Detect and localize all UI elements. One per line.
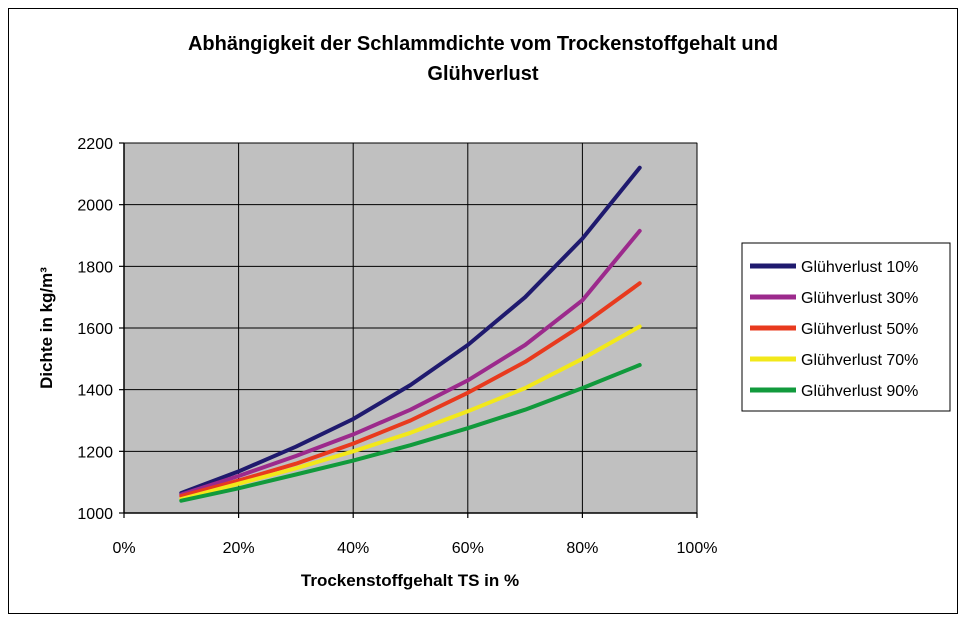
y-tick-label-2: 1400 <box>77 383 113 400</box>
legend-label-2: Glühverlust 50% <box>801 321 918 338</box>
series-line-1 <box>179 228 642 497</box>
legend: Glühverlust 10% Glühverlust 30% Glühverlus… <box>741 242 951 412</box>
x-tick-label-1: 20% <box>223 540 255 557</box>
legend-label-3: Glühverlust 70% <box>801 352 918 369</box>
series-line-4 <box>179 363 642 503</box>
legend-label-4: Glühverlust 90% <box>801 383 918 400</box>
chart-title-line-1: Abhängigkeit der Schlammdichte vom Trock… <box>188 33 778 55</box>
series-line-0 <box>179 165 642 495</box>
series-lines <box>179 165 642 503</box>
y-tick-label-3: 1600 <box>77 321 113 338</box>
chart-title-line-2: Glühverlust <box>427 63 538 85</box>
axes <box>119 142 698 518</box>
series-line-3 <box>179 324 642 502</box>
y-tick-label-0: 1000 <box>77 506 113 523</box>
tick-labels: 1000 1200 1400 1600 1800 2000 2200 0% 20% 40% 60% 8… <box>77 136 717 557</box>
x-tick-label-4: 80% <box>566 540 598 557</box>
series-line-2 <box>179 281 642 498</box>
y-tick-label-4: 1800 <box>77 259 113 276</box>
y-tick-label-6: 2200 <box>77 136 113 153</box>
y-tick-label-1: 1200 <box>77 444 113 461</box>
y-axis-title: Dichte in kg/m³ <box>37 267 56 389</box>
x-tick-label-0: 0% <box>112 540 135 557</box>
x-tick-label-3: 60% <box>452 540 484 557</box>
x-tick-label-2: 40% <box>337 540 369 557</box>
y-tick-label-5: 2000 <box>77 198 113 215</box>
x-tick-label-5: 100% <box>677 540 718 557</box>
legend-label-0: Glühverlust 10% <box>801 259 918 276</box>
x-axis-title: Trockenstoffgehalt TS in % <box>301 571 519 590</box>
legend-label-1: Glühverlust 30% <box>801 290 918 307</box>
